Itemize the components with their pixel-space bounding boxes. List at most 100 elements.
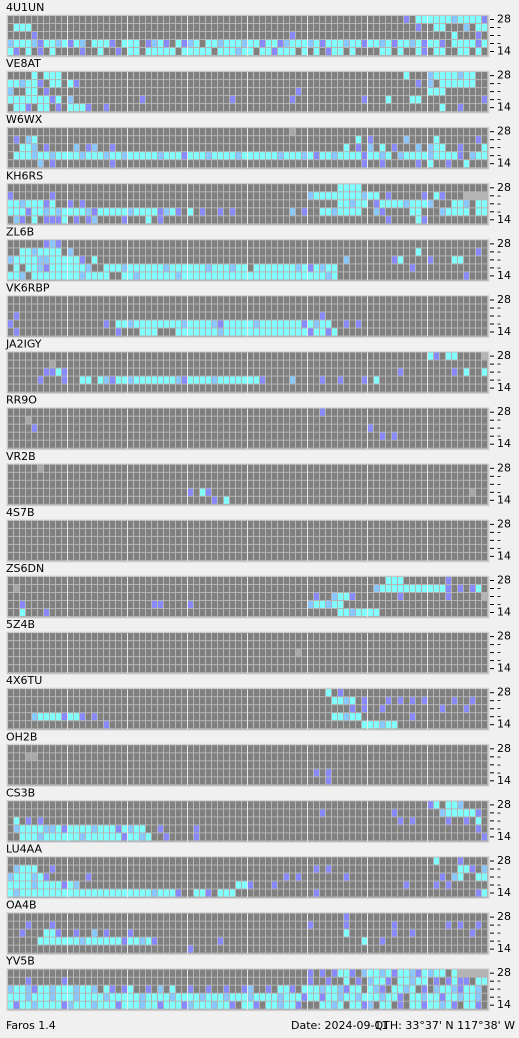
empty-cell — [416, 488, 421, 496]
empty-cell — [482, 304, 487, 312]
signal-cell — [104, 104, 109, 112]
empty-cell — [272, 528, 277, 536]
empty-cell — [230, 424, 235, 432]
empty-cell — [26, 601, 31, 608]
empty-cell — [182, 312, 187, 320]
signal-cell — [464, 24, 469, 31]
empty-cell — [296, 464, 301, 472]
empty-cell — [422, 96, 427, 104]
empty-cell — [368, 160, 373, 168]
empty-cell — [266, 136, 271, 144]
empty-cell — [446, 440, 451, 448]
empty-cell — [158, 296, 163, 304]
empty-cell — [80, 424, 85, 432]
empty-cell — [452, 104, 457, 112]
empty-cell — [146, 593, 151, 600]
empty-cell — [392, 264, 397, 272]
empty-cell — [356, 128, 361, 136]
empty-cell — [242, 440, 247, 448]
empty-cell — [416, 544, 421, 552]
empty-cell — [404, 424, 409, 432]
signal-cell — [368, 609, 373, 616]
signal-cell — [368, 40, 373, 47]
empty-cell — [218, 96, 223, 104]
empty-cell — [98, 312, 103, 320]
empty-cell — [278, 72, 283, 80]
empty-cell — [62, 88, 67, 96]
empty-cell — [452, 376, 457, 384]
signal-cell — [128, 264, 133, 272]
band-tick-label: 14 — [497, 606, 511, 619]
empty-cell — [8, 328, 13, 336]
empty-cell — [350, 248, 355, 256]
empty-cell — [92, 384, 97, 392]
signal-cell — [398, 200, 403, 208]
empty-cell — [416, 593, 421, 600]
empty-cell — [410, 577, 415, 584]
empty-cell — [158, 384, 163, 392]
empty-cell — [302, 256, 307, 264]
signal-cell — [26, 88, 31, 96]
empty-cell — [26, 641, 31, 649]
signal-cell — [86, 144, 91, 152]
empty-cell — [188, 200, 193, 208]
empty-cell — [482, 641, 487, 649]
empty-cell — [398, 384, 403, 392]
empty-cell — [122, 72, 127, 80]
empty-cell — [470, 160, 475, 168]
signal-cell — [224, 320, 229, 328]
empty-cell — [128, 520, 133, 528]
empty-cell — [8, 496, 13, 504]
empty-cell — [224, 552, 229, 560]
empty-cell — [254, 440, 259, 448]
empty-cell — [386, 312, 391, 320]
empty-cell — [428, 552, 433, 560]
empty-cell — [56, 304, 61, 312]
empty-cell — [68, 496, 73, 504]
empty-cell — [92, 641, 97, 649]
empty-cell — [128, 240, 133, 248]
signal-cell — [314, 152, 319, 160]
empty-cell — [308, 368, 313, 376]
empty-cell — [320, 552, 325, 560]
empty-cell — [224, 104, 229, 112]
empty-cell — [74, 520, 79, 528]
signal-cell — [248, 376, 253, 384]
empty-cell — [68, 304, 73, 312]
empty-cell — [368, 593, 373, 600]
empty-cell — [350, 264, 355, 272]
empty-cell — [470, 360, 475, 368]
empty-cell — [362, 88, 367, 96]
empty-cell — [32, 408, 37, 416]
station-name: 5Z4B — [6, 618, 35, 631]
empty-cell — [62, 657, 67, 665]
empty-cell — [368, 649, 373, 657]
empty-cell — [236, 480, 241, 488]
signal-cell — [374, 192, 379, 200]
signal-cell — [8, 208, 13, 216]
signal-cell — [104, 320, 109, 328]
empty-cell — [50, 88, 55, 96]
empty-cell — [122, 649, 127, 657]
empty-cell — [32, 296, 37, 304]
empty-cell — [146, 496, 151, 504]
empty-cell — [224, 408, 229, 416]
signal-cell — [134, 40, 139, 47]
signal-cell — [446, 208, 451, 216]
signal-cell — [122, 208, 127, 216]
empty-cell — [32, 488, 37, 496]
empty-cell — [236, 296, 241, 304]
empty-cell — [128, 440, 133, 448]
empty-cell — [464, 488, 469, 496]
empty-cell — [80, 24, 85, 31]
empty-cell — [230, 144, 235, 152]
empty-cell — [92, 520, 97, 528]
empty-cell — [284, 665, 289, 673]
empty-cell — [284, 552, 289, 560]
signal-cell — [38, 376, 43, 384]
signal-cell — [62, 152, 67, 160]
signal-cell — [212, 40, 217, 47]
empty-cell — [98, 488, 103, 496]
empty-cell — [338, 360, 343, 368]
empty-cell — [284, 352, 289, 360]
